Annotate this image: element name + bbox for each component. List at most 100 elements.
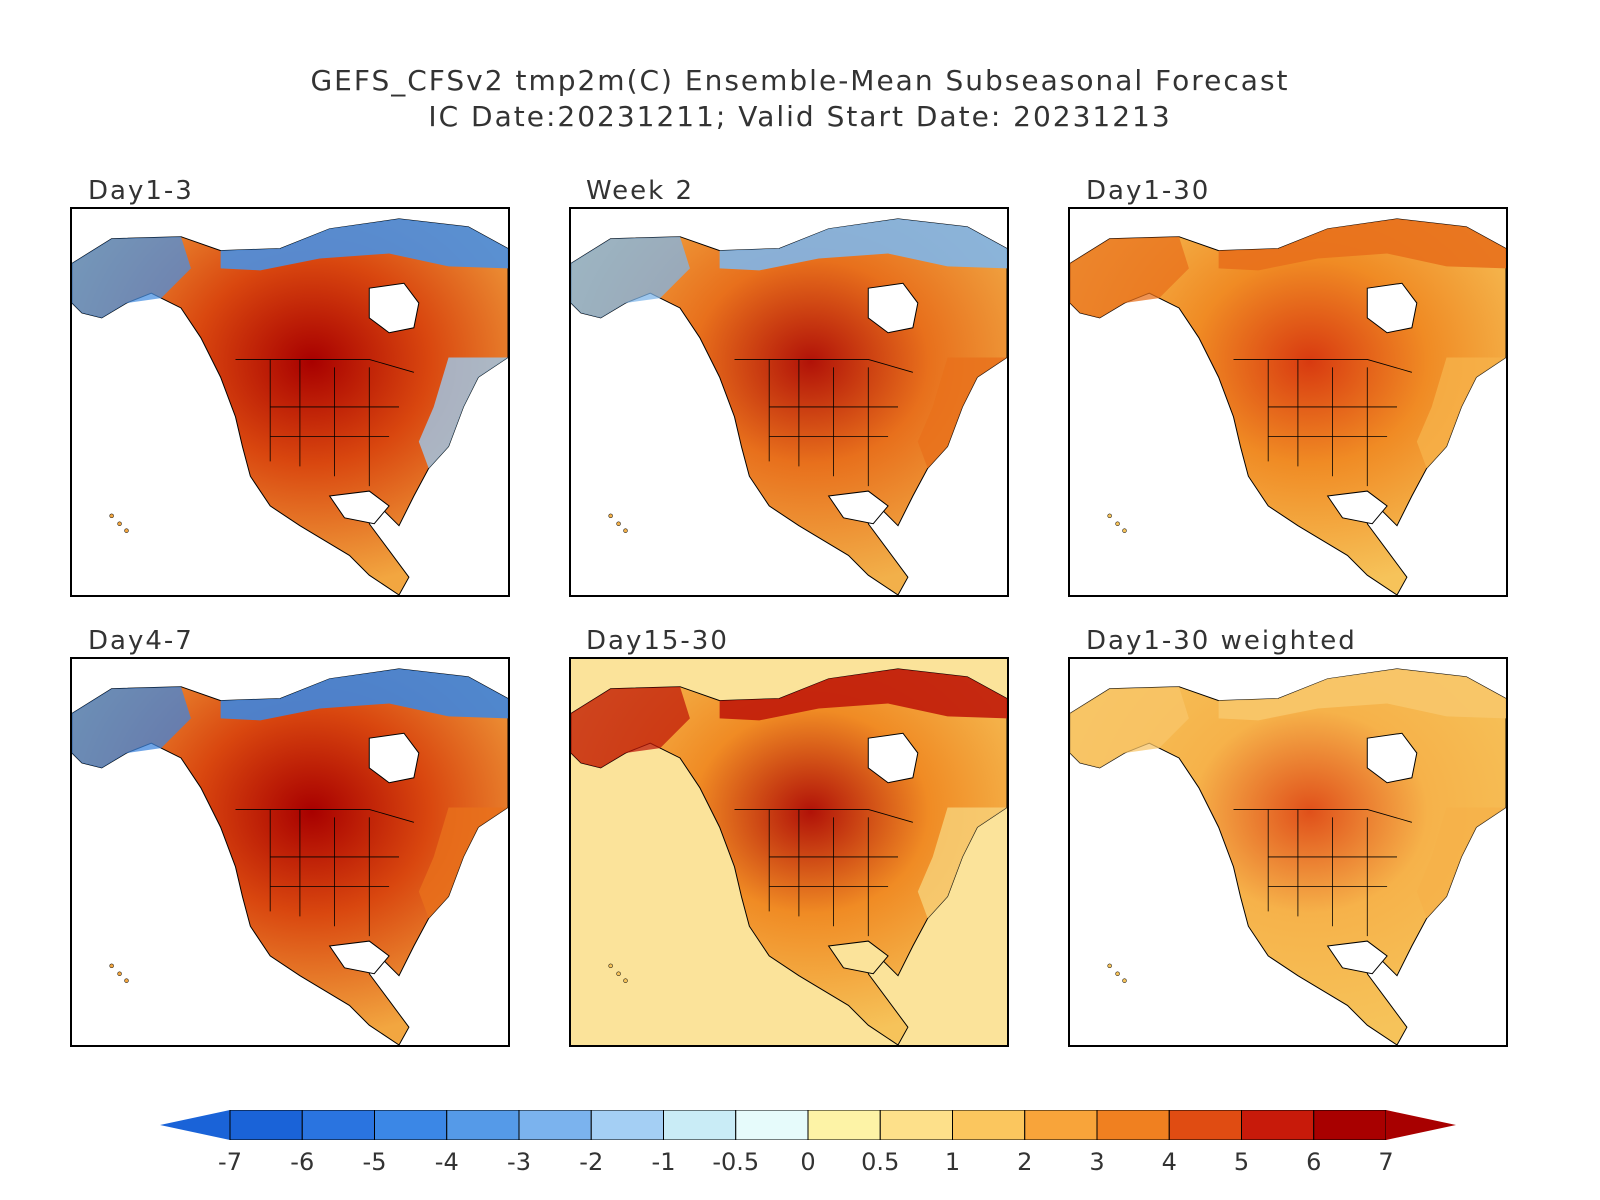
state-border [1233,809,1412,823]
state-border [235,359,414,373]
hudson-bay [1366,282,1418,334]
colorbar [160,1110,1456,1140]
colorbar-swatch [301,1110,375,1140]
hudson-bay [368,732,420,784]
colorbar-swatch [374,1110,448,1140]
east-coast-region [917,807,1007,919]
gulf-of-mexico [1326,940,1388,975]
colorbar-swatch [1024,1110,1098,1140]
hawaii-island [109,963,114,969]
alaska-region [571,236,690,318]
map-panel-day1-3 [70,207,510,597]
colorbar-swatch [735,1110,809,1140]
map-panel-day1-30-weighted [1068,657,1508,1047]
east-coast-region [418,807,508,919]
colorbar-tick-label: 2 [1017,1148,1033,1176]
hawaii-island [117,971,122,976]
colorbar-swatch [1168,1110,1242,1140]
hawaii-island [1107,513,1112,519]
hawaii-island [608,513,613,519]
hawaii-island [124,528,129,533]
arctic-region [220,668,508,721]
colorbar-tick-label: -7 [218,1148,242,1176]
colorbar-tick-label: 3 [1089,1148,1105,1176]
hawaii-island [124,978,129,983]
state-border [1233,359,1412,373]
arctic-region [1218,668,1506,721]
alaska-region [72,686,191,768]
hawaii-island [616,971,621,976]
hawaii-island [623,978,628,983]
hawaii-island [1115,521,1120,526]
colorbar-tick-label: 5 [1233,1148,1250,1176]
colorbar-tick-label: 7 [1378,1148,1394,1176]
hawaii-island [117,521,122,526]
arctic-region [719,668,1007,721]
colorbar-tick-label: 6 [1306,1148,1322,1176]
colorbar-tick-label: 4 [1161,1148,1177,1176]
colorbar-swatch [1313,1110,1387,1140]
gulf-of-mexico [1326,490,1388,525]
gulf-of-mexico [328,490,390,525]
gulf-of-mexico [827,490,889,525]
colorbar-tick-label: -4 [434,1148,459,1176]
colorbar-swatch [590,1110,664,1140]
colorbar-swatch [952,1110,1026,1140]
colorbar-tick-label: -3 [507,1148,531,1176]
colorbar-tick-label: 0 [800,1148,816,1176]
colorbar-swatch [446,1110,520,1140]
hawaii-island [1122,978,1127,983]
colorbar-swatch [229,1110,303,1140]
map-panel-day15-30 [569,657,1009,1047]
hawaii-island [1115,971,1120,976]
arctic-region [719,218,1007,271]
colorbar-tick-label: -2 [579,1148,604,1176]
panel-label-day15-30: Day15-30 [586,626,729,656]
chart-subtitle: IC Date:20231211; Valid Start Date: 2023… [428,100,1172,133]
map-panel-day4-7 [70,657,510,1047]
colorbar-swatch [807,1110,881,1140]
panel-label-week2: Week 2 [586,176,695,206]
colorbar-tick-label: -0.5 [712,1148,760,1176]
state-border [235,809,414,823]
hawaii-island [616,521,621,526]
alaska-region [1070,686,1189,768]
colorbar-swatch [518,1110,592,1140]
arctic-region [220,218,508,271]
colorbar-high-arrow [1386,1110,1456,1140]
colorbar-swatch [663,1110,737,1140]
east-coast-region [418,357,508,469]
hudson-bay [867,732,919,784]
hawaii-island [623,528,628,533]
hawaii-island [1107,963,1112,969]
alaska-region [571,686,690,768]
colorbar-tick-label: 1 [944,1148,961,1176]
colorbar-tick-label: -6 [290,1148,315,1176]
colorbar-tick-label: -5 [362,1148,387,1176]
colorbar-swatch [1241,1110,1315,1140]
panel-label-day1-30-weighted: Day1-30 weighted [1086,626,1357,656]
panel-label-day1-30: Day1-30 [1086,176,1211,206]
state-border [734,359,913,373]
colorbar-tick-label: -1 [651,1148,676,1176]
arctic-region [1218,218,1506,271]
east-coast-region [1416,807,1506,919]
panel-label-day4-7: Day4-7 [88,626,194,656]
hudson-bay [1366,732,1418,784]
colorbar-tick-label: 0.5 [861,1148,900,1176]
gulf-of-mexico [827,940,889,975]
panel-label-day1-3: Day1-3 [88,176,194,206]
colorbar-swatch [879,1110,953,1140]
hawaii-island [1122,528,1127,533]
hawaii-island [608,963,613,969]
colorbar-swatch [1096,1110,1170,1140]
hawaii-island [109,513,114,519]
gulf-of-mexico [328,940,390,975]
east-coast-region [917,357,1007,469]
hudson-bay [867,282,919,334]
alaska-region [72,236,191,318]
colorbar-low-arrow [160,1110,230,1140]
alaska-region [1070,236,1189,318]
chart-title: GEFS_CFSv2 tmp2m(C) Ensemble-Mean Subsea… [310,64,1290,97]
hudson-bay [368,282,420,334]
